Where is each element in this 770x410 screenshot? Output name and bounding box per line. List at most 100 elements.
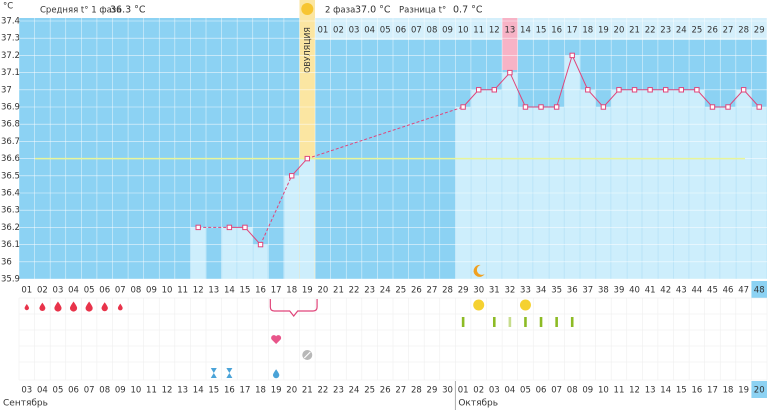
luteal-day-label: 11 (473, 26, 484, 36)
cycle-day-label: 05 (84, 286, 95, 296)
temp-point (616, 87, 622, 93)
date-label: 17 (240, 386, 251, 396)
temp-point (460, 104, 466, 110)
cycle-day-label: 14 (224, 286, 235, 296)
y-tick-label: 36.5 (1, 171, 20, 181)
fertility-mark (555, 317, 558, 327)
fertility-mark (570, 317, 574, 327)
y-tick-label: 37.4 (1, 17, 20, 27)
date-label: 16 (224, 386, 235, 396)
date-label: 10 (130, 386, 141, 396)
drop-icon (117, 303, 123, 311)
temp-point (553, 104, 560, 110)
temp-bar (222, 227, 237, 279)
cycle-day-label: 37 (582, 286, 593, 296)
temp-point (725, 104, 731, 110)
temp-bar (487, 89, 502, 279)
cycle-day-label: 06 (99, 286, 110, 296)
date-label: 21 (302, 386, 313, 396)
y-tick-label: 36.6 (1, 154, 20, 164)
y-tick-label: 37.3 (1, 34, 20, 44)
cycle-day-label: 32 (504, 286, 515, 296)
date-label: 06 (536, 386, 547, 396)
cycle-day-label: 07 (115, 286, 126, 296)
date-label: 19 (271, 386, 282, 396)
cycle-day-label: 35 (551, 286, 562, 296)
y-tick-label: 37 (1, 85, 12, 95)
date-label: 05 (520, 386, 531, 396)
date-label: 02 (473, 386, 484, 396)
cycle-day-label: 04 (68, 286, 79, 296)
temp-bar (627, 89, 642, 279)
date-label: 27 (395, 386, 406, 396)
temp-point (304, 155, 310, 162)
date-label: 03 (489, 386, 500, 396)
date-label: 18 (255, 386, 266, 396)
date-label: 07 (84, 386, 95, 396)
date-label: 16 (691, 386, 702, 396)
fertility-mark (461, 317, 465, 327)
temp-bar (300, 158, 315, 279)
date-label: 04 (504, 386, 515, 396)
date-label: 12 (629, 386, 640, 396)
date-label: 01 (458, 386, 469, 396)
luteal-day-label: 05 (380, 26, 391, 36)
cycle-day-label: 10 (162, 286, 173, 296)
temp-point (522, 104, 529, 110)
cycle-day-label: 20 (317, 286, 328, 296)
gap-connector (260, 175, 293, 245)
cycle-day-label: 26 (411, 286, 422, 296)
temp-point (678, 87, 684, 93)
today-date-cell (751, 381, 767, 398)
y-tick-label: 36.4 (1, 189, 20, 199)
cycle-day-label: 39 (614, 286, 625, 296)
temp-point (257, 241, 264, 248)
temp-point (694, 87, 700, 93)
date-label: 20 (754, 386, 765, 396)
fertility-mark (508, 317, 512, 327)
cycle-day-label: 13 (208, 286, 219, 296)
temp-point (740, 87, 747, 93)
cycle-day-label: 08 (130, 286, 141, 296)
luteal-day-label: 27 (723, 26, 734, 36)
date-label: 07 (551, 386, 562, 396)
y-axis-label: °C (3, 2, 13, 12)
month-label: Сентябрь (3, 399, 48, 409)
date-label: 26 (380, 386, 391, 396)
cycle-day-label: 09 (146, 286, 157, 296)
cycle-day-label: 29 (458, 286, 469, 296)
header-strip (19, 0, 300, 18)
temp-bar (611, 89, 627, 279)
fertility-mark (539, 317, 543, 327)
hourglass-icon (226, 368, 233, 378)
temp-point (709, 104, 716, 110)
cycle-day-label: 11 (177, 286, 188, 296)
cycle-day-label: 44 (691, 286, 702, 296)
temp-point (538, 104, 544, 110)
date-label: 12 (162, 386, 173, 396)
luteal-row (315, 18, 767, 40)
date-label: 18 (723, 386, 734, 396)
date-label: 19 (738, 386, 749, 396)
temp-point (756, 104, 762, 110)
luteal-day-label: 17 (567, 26, 578, 36)
date-label: 10 (598, 386, 609, 396)
cycle-day-label: 01 (21, 286, 32, 296)
luteal-day-label: 06 (395, 26, 406, 36)
header-value: 36.3 °C (110, 5, 146, 16)
date-label: 08 (567, 386, 578, 396)
luteal-day-label: 08 (427, 26, 438, 36)
header-label: 2 фаза (325, 6, 355, 16)
temp-point (569, 52, 575, 59)
y-tick-label: 36.2 (1, 223, 20, 233)
temp-bar (190, 227, 206, 279)
temp-point (600, 104, 607, 110)
drop-icon (39, 302, 46, 311)
hourglass-icon (210, 368, 217, 378)
luteal-day-label: 03 (349, 26, 360, 36)
date-label: 22 (317, 386, 328, 396)
temp-point (226, 224, 233, 231)
cycle-day-label: 03 (53, 286, 64, 296)
header-strip (315, 0, 767, 18)
